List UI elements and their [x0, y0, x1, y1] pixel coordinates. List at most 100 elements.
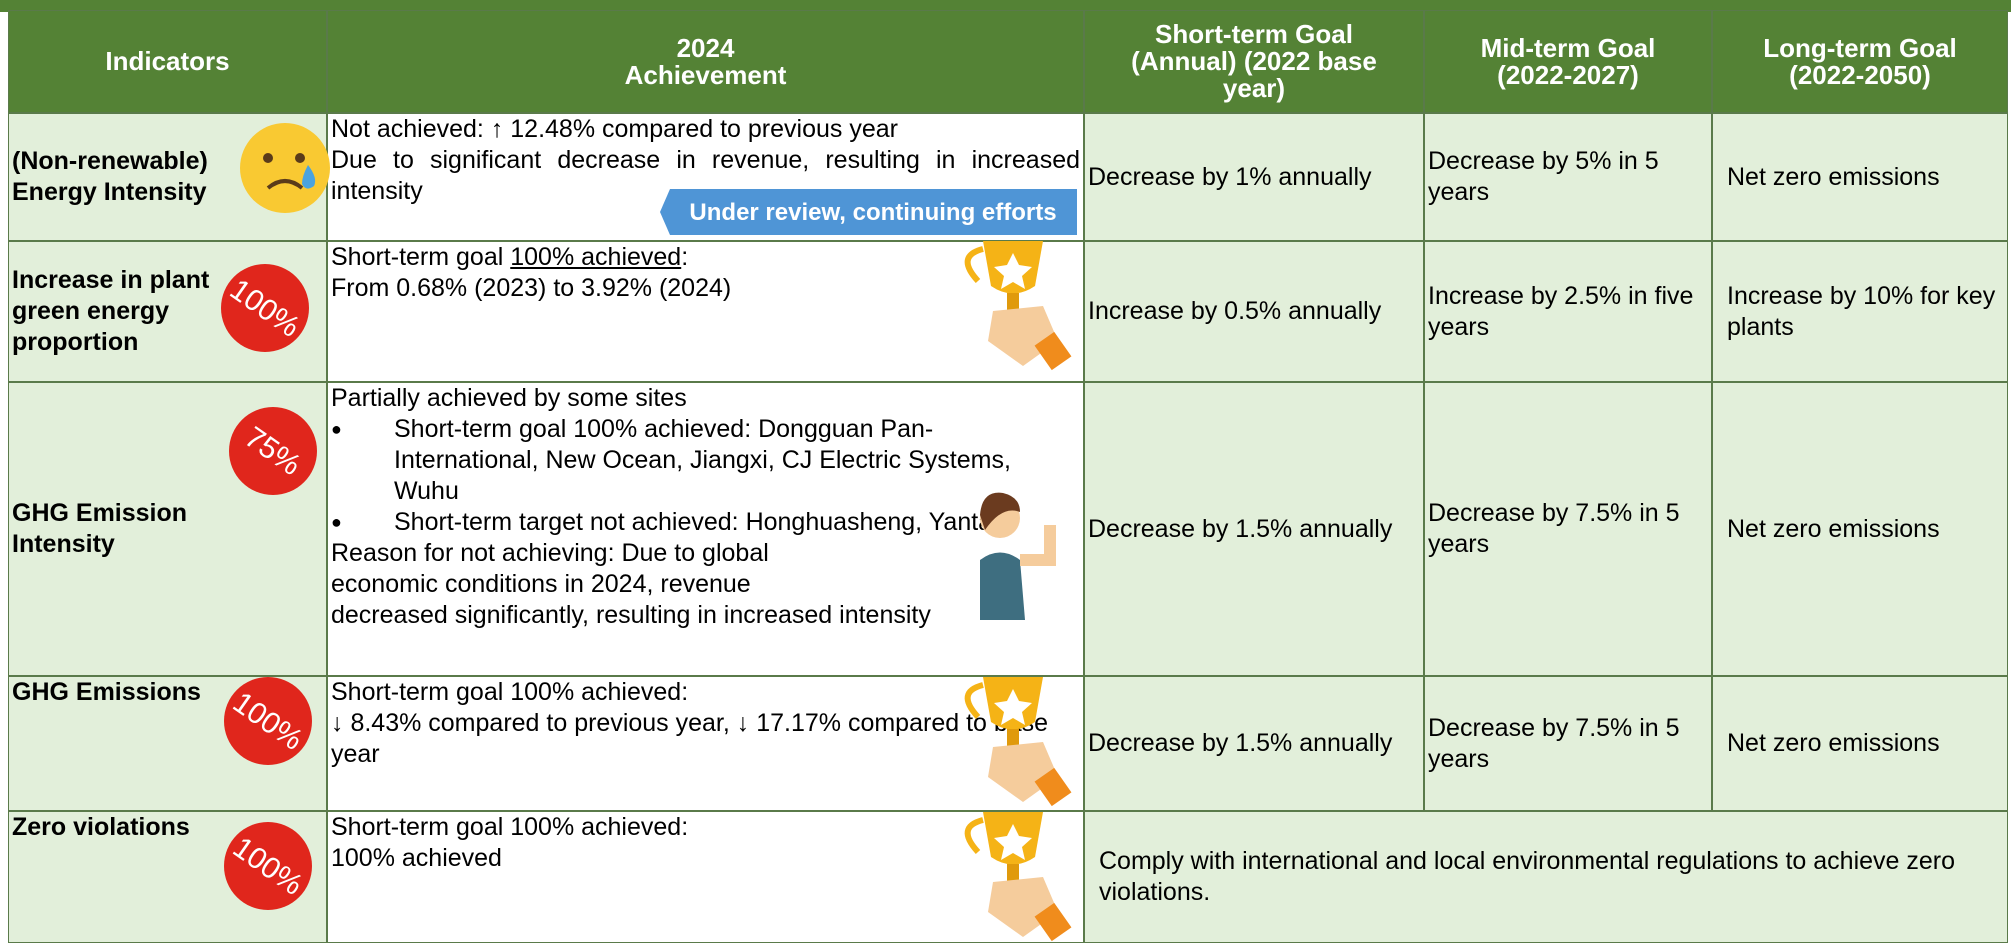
- badge: [224, 822, 312, 910]
- eye: [263, 153, 273, 163]
- text: 2024: [676, 32, 735, 63]
- text: Decrease by 7.5% in 5 years: [1428, 499, 1680, 558]
- text: Partially achieved by some sites: [331, 384, 687, 412]
- text: economic conditions in 2024, revenue: [331, 570, 751, 598]
- text: Increase by 2.5% in five years: [1428, 281, 1694, 341]
- star: [994, 824, 1032, 860]
- header-cell: Mid-term Goal (2022-2027): [1424, 10, 1712, 113]
- text: Short-term target not achieved: Honghuas…: [394, 508, 998, 536]
- mid-goal-cell: Decrease by 5% in 5 years: [1424, 113, 1712, 241]
- text: Net zero emissions: [1727, 514, 1940, 543]
- trophy-handle: [964, 682, 984, 720]
- mouth: [266, 179, 304, 190]
- bullet: ● Short-term goal 100% achieved: Dongguan…: [331, 414, 1080, 507]
- badge: [224, 677, 312, 765]
- text: 100% achieved: [331, 844, 502, 872]
- mid-goal-cell: Decrease by 7.5% in 5 years: [1424, 382, 1712, 676]
- header-band: [0, 0, 2011, 12]
- line: Short-term goal 100% achieved:: [331, 242, 1080, 273]
- merged-goal-cell: Comply with international and local envi…: [1084, 811, 2008, 943]
- bullet: ● Short-term target not achieved: Honghua…: [331, 507, 1080, 538]
- text: From 0.68% (2023) to 3.92% (2024): [331, 274, 732, 302]
- text: Decrease by 1.5% annually: [1088, 729, 1393, 757]
- header-cell: Long-term Goal (2022-2050): [1712, 10, 2008, 113]
- text: Mid-term Goal: [1480, 32, 1656, 63]
- star: [994, 253, 1032, 289]
- text: Net zero emissions: [1727, 162, 1940, 191]
- bullet-mark: ●: [331, 512, 342, 532]
- trophy-stem: [1007, 729, 1019, 747]
- short-goal-cell: Decrease by 1% annually: [1084, 113, 1424, 241]
- text: Short-term goal 100% achieved: Dongguan …: [394, 415, 1011, 505]
- long-goal-cell: Net zero emissions: [1712, 382, 2008, 676]
- short-goal-cell: Decrease by 1.5% annually: [1084, 382, 1424, 676]
- text: (2022-2027): [1497, 59, 1639, 90]
- long-goal-cell: Increase by 10% for key plants: [1712, 241, 2008, 382]
- text: Increase by 0.5% annually: [1088, 297, 1382, 325]
- bullet-mark: ●: [331, 419, 342, 439]
- text: GHG Emissions: [12, 678, 201, 706]
- text: 100% achieved: [510, 243, 682, 271]
- achievement-cell: Short-term goal 100% achieved: 100% achie…: [327, 811, 1084, 943]
- text: :: [681, 243, 689, 271]
- badge: [229, 407, 317, 495]
- star: [994, 689, 1032, 725]
- long-goal-cell: Net zero emissions: [1712, 676, 2008, 811]
- text: Decrease by 1% annually: [1088, 162, 1372, 191]
- text: Short-term goal 100% achieved:: [331, 813, 689, 841]
- text: (Annual) (2022 base: [1131, 46, 1377, 76]
- text: year): [1222, 73, 1286, 103]
- text: Due to significant decrease in revenue, …: [331, 146, 1080, 205]
- trophy-handle: [964, 246, 984, 284]
- tag: [660, 189, 1077, 235]
- tear: [302, 165, 316, 189]
- eye: [295, 153, 305, 163]
- trophy-handle: [964, 817, 984, 855]
- text: Increase in plant green energy proportio…: [12, 266, 210, 356]
- woman-arm: [1020, 525, 1056, 566]
- short-goal-cell: Decrease by 1.5% annually: [1084, 676, 1424, 811]
- trophy-stem: [1007, 293, 1019, 311]
- mid-goal-cell: Increase by 2.5% in five years: [1424, 241, 1712, 382]
- badge: [221, 264, 309, 352]
- text: Reason for not achieving: Due to global: [331, 539, 769, 567]
- sad-face: [240, 123, 330, 213]
- text: GHG Emission Intensity: [12, 499, 188, 558]
- text: Short-term goal: [331, 243, 511, 271]
- text: Decrease by 1.5% annually: [1088, 514, 1393, 543]
- header-cell: 2024 Achievement: [327, 10, 1084, 113]
- text: decreased significantly, resulting in in…: [331, 601, 931, 629]
- mid-goal-cell: Decrease by 7.5% in 5 years: [1424, 676, 1712, 811]
- text: Short-term Goal: [1155, 19, 1353, 49]
- text: (Non-renewable) Energy Intensity: [12, 147, 208, 206]
- header-cell: Short-term Goal (Annual) (2022 base year): [1084, 10, 1424, 113]
- achievement-cell: Partially achieved by some sites ● Short-t…: [327, 382, 1084, 676]
- header-cell: Indicators: [8, 10, 327, 113]
- text: Comply with international and local envi…: [1099, 847, 1956, 906]
- woman-body: [980, 552, 1025, 620]
- text: Long-term Goal: [1763, 32, 1957, 63]
- trophy-stem: [1007, 864, 1019, 882]
- sleeve: [1034, 767, 1072, 807]
- text: ↓ 8.43% compared to previous year, ↓ 17.…: [331, 709, 1049, 768]
- sleeve: [1034, 902, 1072, 942]
- text: Not achieved: ↑ 12.48% compared to previ…: [331, 115, 898, 143]
- achievement-cell: Short-term goal 100% achieved: From 0.68%…: [327, 241, 1084, 382]
- sleeve: [1034, 331, 1072, 371]
- text: Indicators: [105, 46, 230, 76]
- achievement-cell: Short-term goal 100% achieved: ↓ 8.43% co…: [327, 676, 1084, 811]
- tag-text: Under review, continuing efforts: [689, 199, 1056, 226]
- text: (2022-2050): [1789, 59, 1931, 90]
- text: Decrease by 7.5% in 5 years: [1428, 713, 1680, 773]
- text: Short-term goal 100% achieved:: [331, 678, 689, 706]
- text: Achievement: [624, 59, 787, 90]
- short-goal-cell: Increase by 0.5% annually: [1084, 241, 1424, 382]
- text: Net zero emissions: [1727, 729, 1940, 757]
- long-goal-cell: Net zero emissions: [1712, 113, 2008, 241]
- woman-hair: [980, 492, 1020, 530]
- text: Zero violations: [12, 813, 190, 841]
- text: Decrease by 5% in 5 years: [1428, 147, 1659, 206]
- text: Increase by 10% for key plants: [1727, 281, 1996, 341]
